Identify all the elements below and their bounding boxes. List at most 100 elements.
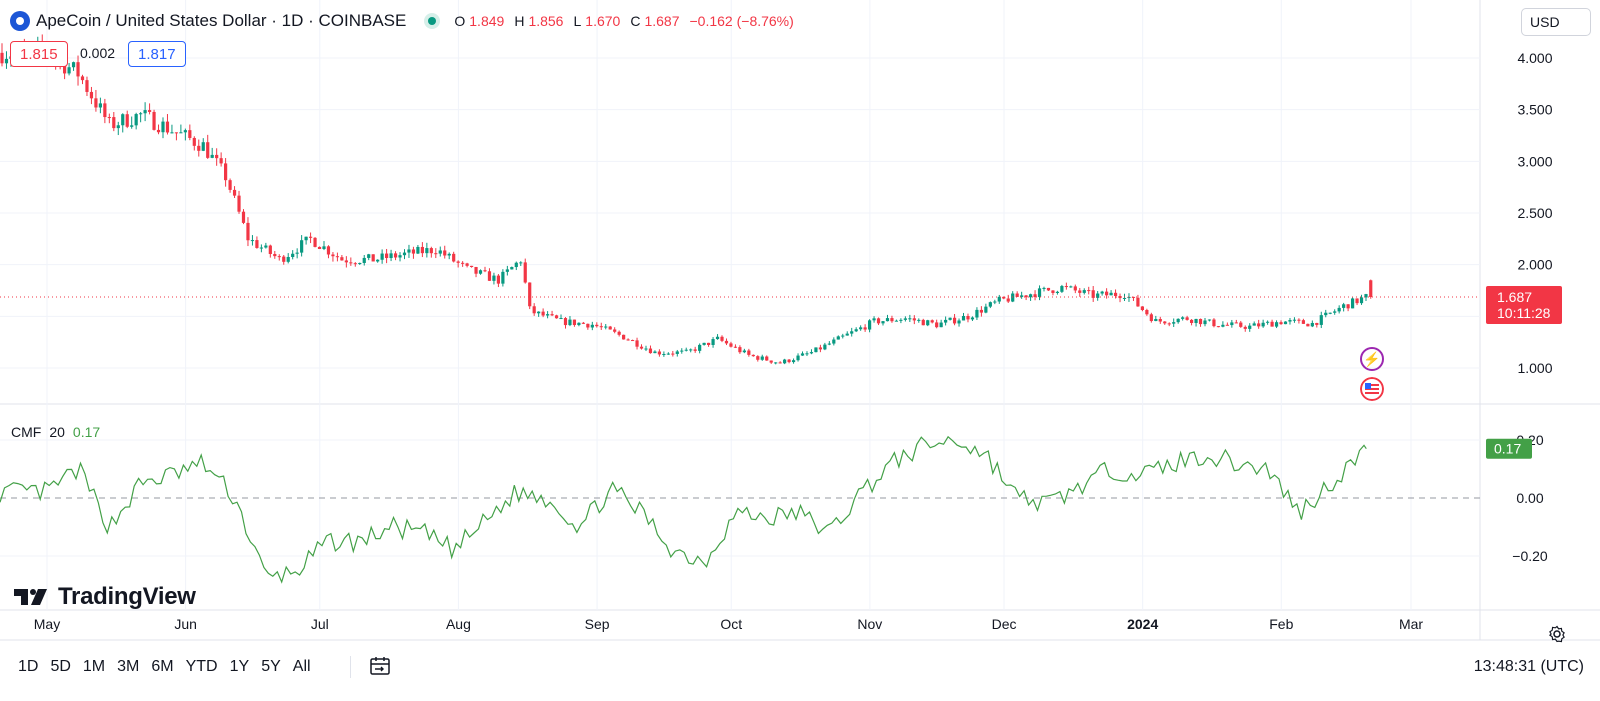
lightning-event-icon[interactable]: ⚡ [1360, 347, 1384, 371]
candle-body [1037, 288, 1042, 298]
candle [586, 323, 590, 330]
candle [1073, 284, 1077, 294]
candle [550, 310, 554, 317]
candle-body [112, 117, 116, 129]
candle-body [237, 195, 241, 212]
candle [1288, 317, 1292, 325]
candle-body [912, 318, 916, 321]
candle [613, 327, 617, 334]
ohlc-low-value: 1.670 [585, 13, 621, 29]
candle [1181, 316, 1185, 321]
candle-body [599, 326, 603, 328]
candle-body [1073, 286, 1077, 291]
candle [250, 235, 255, 246]
candle-body [1315, 322, 1319, 325]
candle-body [1257, 323, 1261, 327]
candle-body [997, 296, 1001, 302]
range-button-6m[interactable]: 6M [151, 658, 174, 675]
candle-body [103, 103, 107, 118]
range-button-5d[interactable]: 5D [50, 658, 71, 675]
candle [639, 344, 644, 350]
candle [291, 250, 295, 260]
candle [1216, 326, 1221, 328]
candle [443, 245, 447, 259]
time-axis-label: Oct [720, 616, 742, 632]
candle [666, 352, 670, 355]
cmf-legend[interactable]: CMF 20 0.17 [11, 424, 100, 440]
candle [165, 114, 170, 135]
candle-body [1234, 322, 1238, 324]
settings-icon[interactable] [1548, 625, 1566, 643]
candle [988, 301, 992, 309]
candle [224, 158, 228, 187]
us-flag-event-icon[interactable] [1360, 377, 1384, 401]
candle [608, 325, 612, 330]
candle-body [76, 62, 80, 77]
candle [1015, 291, 1019, 298]
candle-body [143, 110, 147, 114]
candle-body [1301, 320, 1305, 324]
candle-body [344, 260, 348, 263]
candle-body [116, 125, 120, 129]
candle [156, 124, 161, 135]
sell-button[interactable]: 1.815 [10, 41, 68, 67]
candle-body [523, 262, 527, 283]
candle-body [554, 315, 559, 319]
candle [107, 113, 111, 124]
currency-button[interactable]: USD [1521, 8, 1591, 36]
candle [1297, 318, 1301, 324]
candle-body [885, 318, 890, 322]
range-button-ytd[interactable]: YTD [185, 658, 218, 675]
candle [1154, 315, 1158, 322]
range-button-5y[interactable]: 5Y [261, 658, 281, 675]
candle-body [1105, 291, 1109, 296]
candle-body [1046, 287, 1051, 291]
candle-body [903, 318, 907, 320]
utc-clock[interactable]: 13:48:31 (UTC) [1473, 658, 1584, 675]
candle [617, 330, 621, 337]
candle-body [80, 76, 85, 81]
candle [505, 265, 509, 276]
range-button-1d[interactable]: 1D [18, 658, 39, 675]
candle-body [219, 158, 223, 164]
candle-body [867, 320, 872, 330]
candle-body [264, 245, 268, 248]
candle [774, 362, 778, 365]
candle-body [787, 359, 791, 363]
candle [1118, 293, 1122, 303]
candle-body [1337, 307, 1341, 312]
symbol-title[interactable]: ApeCoin / United States Dollar · 1D · CO… [36, 11, 407, 30]
candle-body [818, 347, 822, 350]
range-button-all[interactable]: All [292, 658, 311, 675]
tradingview-logo[interactable]: TradingView [14, 583, 196, 611]
calendar-range-icon[interactable] [368, 654, 392, 678]
candle [1333, 309, 1337, 315]
candle [1127, 293, 1131, 302]
candle [657, 349, 662, 357]
candle-body [1154, 318, 1158, 322]
candle [890, 315, 894, 323]
range-button-1m[interactable]: 1M [82, 658, 106, 675]
candle-body [1194, 318, 1198, 323]
range-button-1y[interactable]: 1Y [229, 658, 250, 675]
range-button-3m[interactable]: 3M [117, 658, 140, 675]
candle [908, 314, 912, 322]
candle [487, 268, 492, 281]
candle [429, 246, 433, 258]
buy-button[interactable]: 1.817 [128, 41, 186, 67]
candle-body [617, 331, 621, 335]
candle-body [1216, 326, 1221, 328]
candle-body [698, 344, 702, 351]
candle-body [711, 339, 715, 345]
candle [295, 248, 299, 259]
candle-body [456, 261, 460, 263]
candle [326, 245, 331, 259]
candle-body [317, 246, 322, 249]
candle [867, 319, 872, 333]
candle [1113, 289, 1118, 299]
candle [921, 318, 925, 326]
candle [814, 347, 818, 353]
candle [765, 355, 769, 361]
candle-body [1055, 291, 1060, 293]
